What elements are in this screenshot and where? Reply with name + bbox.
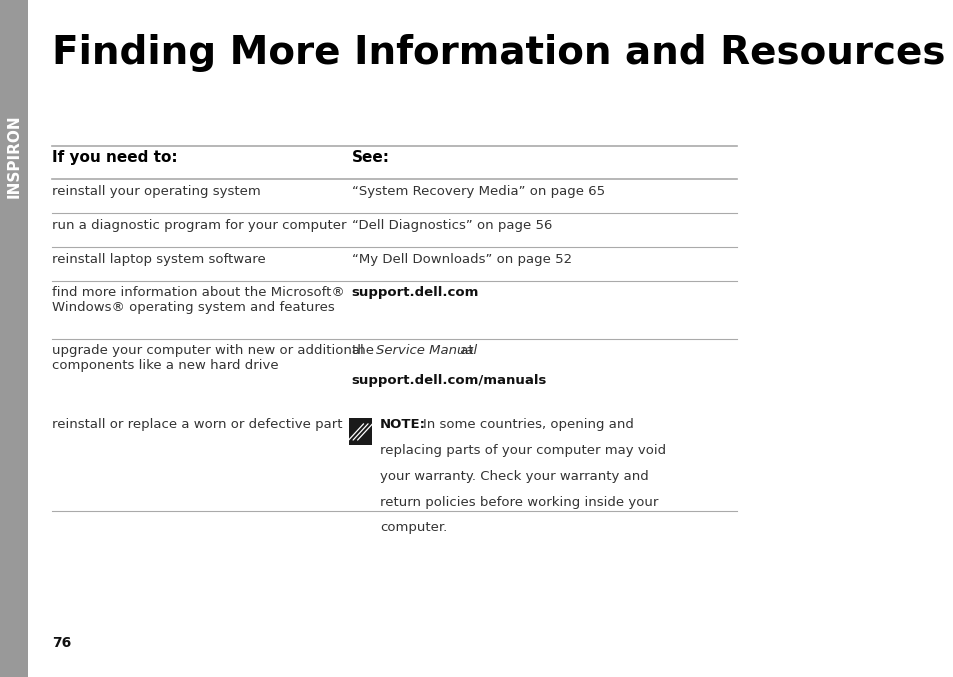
Text: Finding More Information and Resources: Finding More Information and Resources: [52, 34, 944, 72]
Text: the: the: [352, 344, 377, 357]
Text: reinstall your operating system: reinstall your operating system: [52, 185, 261, 198]
Text: “System Recovery Media” on page 65: “System Recovery Media” on page 65: [352, 185, 604, 198]
Text: reinstall or replace a worn or defective part: reinstall or replace a worn or defective…: [52, 418, 342, 431]
Text: run a diagnostic program for your computer: run a diagnostic program for your comput…: [52, 219, 347, 232]
Text: NOTE:: NOTE:: [379, 418, 426, 431]
Text: 76: 76: [52, 636, 71, 650]
Text: computer.: computer.: [379, 521, 447, 534]
Text: “Dell Diagnostics” on page 56: “Dell Diagnostics” on page 56: [352, 219, 552, 232]
Text: In some countries, opening and: In some countries, opening and: [423, 418, 634, 431]
Text: at: at: [456, 344, 474, 357]
Text: “My Dell Downloads” on page 52: “My Dell Downloads” on page 52: [352, 253, 571, 265]
Text: support.dell.com/manuals: support.dell.com/manuals: [352, 374, 546, 387]
Text: return policies before working inside your: return policies before working inside yo…: [379, 496, 658, 508]
Text: find more information about the Microsoft®
Windows® operating system and feature: find more information about the Microsof…: [52, 286, 345, 314]
Text: Service Manual: Service Manual: [375, 344, 476, 357]
Text: If you need to:: If you need to:: [52, 150, 178, 165]
Text: reinstall laptop system software: reinstall laptop system software: [52, 253, 266, 265]
Bar: [0, 0, 29, 677]
Bar: [349, 418, 372, 445]
Text: support.dell.com: support.dell.com: [352, 286, 478, 299]
Text: See:: See:: [352, 150, 389, 165]
Text: replacing parts of your computer may void: replacing parts of your computer may voi…: [379, 444, 665, 457]
Text: upgrade your computer with new or additional
components like a new hard drive: upgrade your computer with new or additi…: [52, 344, 364, 372]
Text: INSPIRON: INSPIRON: [7, 114, 22, 198]
Text: your warranty. Check your warranty and: your warranty. Check your warranty and: [379, 470, 648, 483]
